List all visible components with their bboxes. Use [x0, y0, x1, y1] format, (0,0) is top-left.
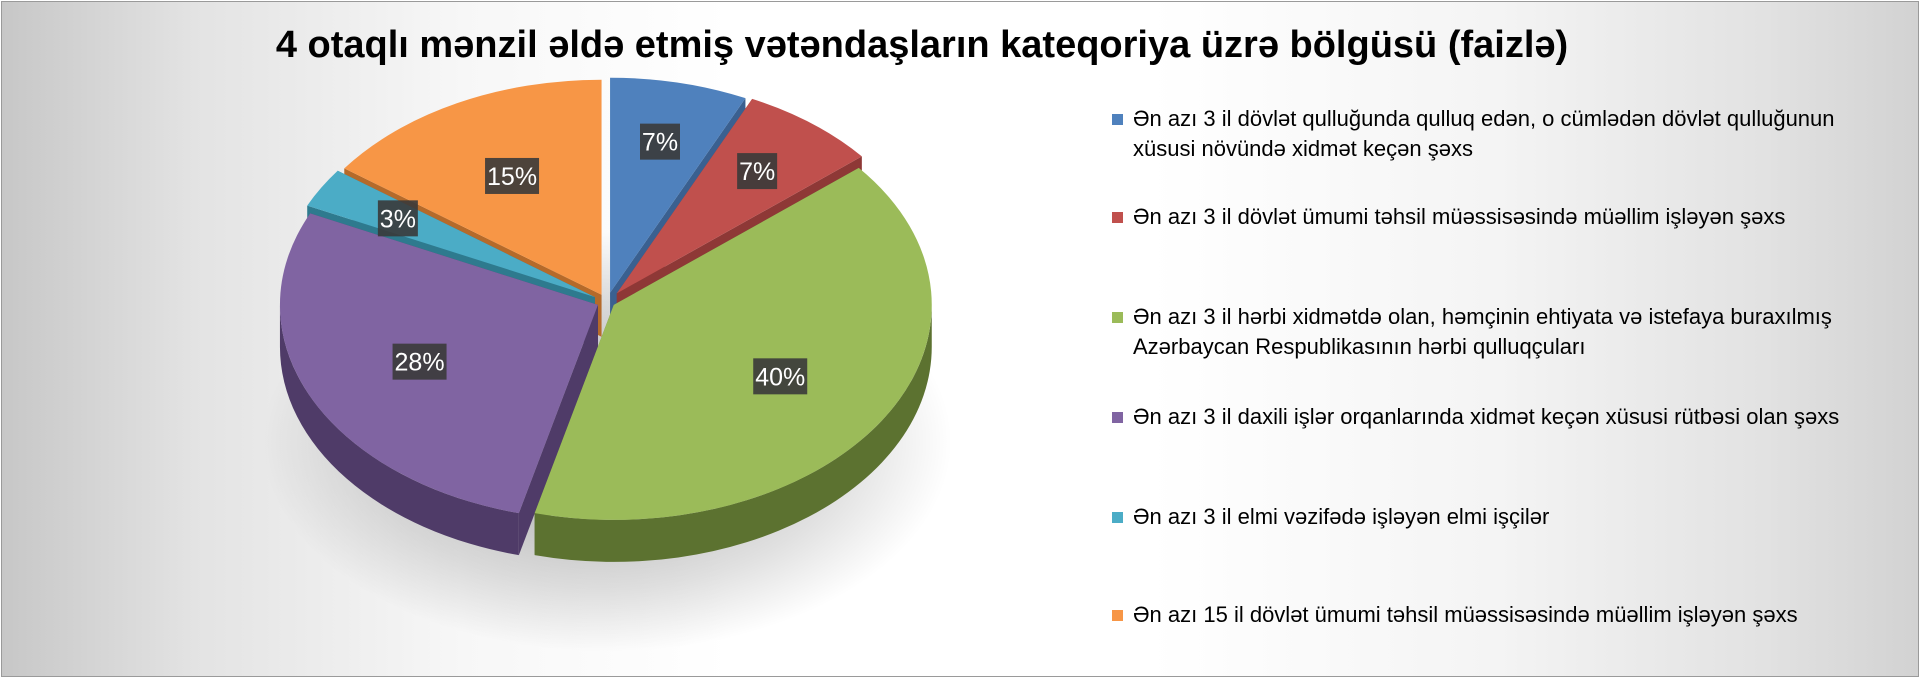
legend-label-teacher-3-years: Ən azı 3 il dövlət ümumi təhsil müəssisə…	[1133, 204, 1786, 229]
data-label-text-teacher-15-years: 15%	[487, 163, 537, 191]
data-label-teacher-3-years: 7%	[737, 153, 778, 190]
data-label-military: 40%	[753, 358, 808, 395]
data-label-text-civil-service: 7%	[642, 129, 678, 157]
pie-slice-teacher-3-years	[616, 98, 862, 294]
pie-slice-military	[534, 167, 932, 520]
chart-title: 4 otaqlı mənzil əldə etmiş vətəndaşların…	[275, 24, 1569, 66]
legend-swatch-teacher-15-years	[1112, 610, 1123, 621]
legend-label-military: Ən azı 3 il hərbi xidmətdə olan, həmçini…	[1133, 304, 1832, 359]
data-label-box-internal-affairs	[392, 343, 447, 380]
data-label-box-civil-service	[640, 123, 681, 160]
pie-slice-teacher-15-years	[344, 79, 602, 295]
legend-item-internal-affairs: Ən azı 3 il daxili işlər orqanlarında xi…	[1112, 402, 1902, 432]
pie-wall-internal-affairs-0	[518, 304, 598, 556]
legend-label-teacher-15-years: Ən azı 15 il dövlət ümumi təhsil müəssis…	[1133, 602, 1798, 627]
legend-swatch-scientists	[1112, 512, 1123, 523]
legend-label-scientists: Ən azı 3 il elmi vəzifədə işləyən elmi i…	[1133, 504, 1550, 529]
legend-item-teacher-3-years: Ən azı 3 il dövlət ümumi təhsil müəssisə…	[1112, 202, 1902, 232]
data-label-box-teacher-15-years	[485, 157, 540, 194]
legend-item-military: Ən azı 3 il hərbi xidmətdə olan, həmçini…	[1112, 302, 1902, 362]
pie-rim-military	[534, 304, 932, 562]
data-label-internal-affairs: 28%	[392, 343, 447, 380]
legend-swatch-internal-affairs	[1112, 412, 1123, 423]
data-label-scientists: 3%	[377, 200, 418, 237]
pie-labels: 7% 7% 40% 28% 3% 15%	[377, 123, 808, 395]
pie-rim-internal-affairs	[279, 304, 519, 556]
legend-label-internal-affairs: Ən azı 3 il daxili işlər orqanlarında xi…	[1133, 404, 1840, 429]
legend-label-civil-service: Ən azı 3 il dövlət qulluğunda qulluq edə…	[1133, 106, 1835, 161]
legend-item-teacher-15-years: Ən azı 15 il dövlət ümumi təhsil müəssis…	[1112, 600, 1902, 630]
data-label-civil-service: 7%	[640, 123, 681, 160]
data-label-text-teacher-3-years: 7%	[739, 158, 775, 186]
legend-item-scientists: Ən azı 3 il elmi vəzifədə işləyən elmi i…	[1112, 502, 1902, 532]
data-label-box-military	[753, 358, 808, 395]
data-label-box-scientists	[377, 200, 418, 237]
legend-swatch-civil-service	[1112, 114, 1123, 125]
legend-swatch-military	[1112, 312, 1123, 323]
data-label-text-scientists: 3%	[380, 205, 416, 233]
data-label-text-internal-affairs: 28%	[395, 349, 445, 377]
data-label-box-teacher-3-years	[737, 153, 778, 190]
legend-swatch-teacher-3-years	[1112, 212, 1123, 223]
legend-item-civil-service: Ən azı 3 il dövlət qulluğunda qulluq edə…	[1112, 104, 1902, 164]
data-label-text-military: 40%	[755, 363, 805, 391]
data-label-teacher-15-years: 15%	[485, 157, 540, 194]
